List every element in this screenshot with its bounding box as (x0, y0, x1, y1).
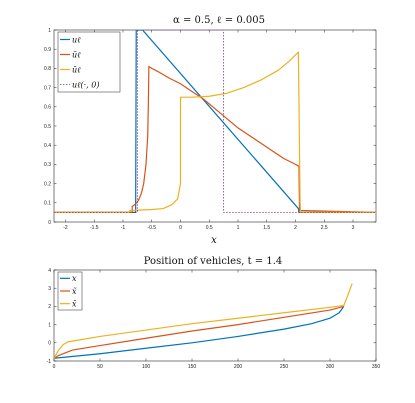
y-tick-label: 1 (48, 322, 51, 328)
chart-bottom-title: Position of vehicles, t = 1.4 (144, 256, 283, 267)
x-tick-label: 1 (237, 225, 240, 231)
x-tick-label: 2.5 (321, 225, 328, 231)
y-tick-label: 0 (48, 220, 51, 226)
y-tick-label: 0.4 (44, 143, 51, 149)
chart-top-xlabel: x (211, 235, 217, 246)
x-tick-label: 2 (294, 225, 297, 231)
x-tick-label: 100 (142, 364, 151, 370)
legend-box (57, 31, 121, 93)
x-tick-label: -2 (63, 225, 68, 231)
x-tick-label: 300 (326, 364, 335, 370)
legend-label: x̃ (72, 287, 77, 296)
y-tick-label: 0.9 (44, 47, 51, 53)
y-tick-label: 0.6 (44, 105, 51, 111)
y-tick-label: 0.2 (44, 181, 51, 187)
x-tick-label: 3 (352, 225, 355, 231)
x-tick-label: 0.5 (206, 225, 213, 231)
series-line-2 (54, 283, 353, 359)
y-tick-label: 2 (48, 304, 51, 310)
y-tick-label: 1 (48, 28, 51, 34)
y-tick-label: 3 (48, 286, 51, 292)
series-group (54, 30, 376, 213)
chart-top-plot: -2 -1.5 -1 -0.5 0 0.5 1 1.5 2 2.5 3 0 0.1 0.2 0.3 0.4 0.… (44, 28, 377, 231)
x-tick-label: 50 (97, 364, 103, 370)
series-line-3 (54, 30, 376, 213)
chart-top: α = 0.5, ℓ = 0.005 -2 -1.5 -1 -0.5 0 0.5 1 1.5 2… (44, 15, 377, 246)
series-group (54, 283, 353, 359)
y-tick-label: 0.8 (44, 66, 51, 72)
x-tick-label: -0.5 (147, 225, 156, 231)
x-tick-label: 1.5 (263, 225, 270, 231)
x-tick-label: 0 (179, 225, 182, 231)
legend-label: ūℓ (72, 65, 81, 74)
x-tick-label: 150 (188, 364, 197, 370)
y-tick-label: 0.7 (44, 85, 51, 91)
plot-frame (53, 269, 377, 362)
legend-label: x (72, 274, 77, 283)
y-tick-label: 0.1 (44, 201, 51, 207)
y-tick-label: -1 (47, 359, 52, 365)
x-tick-label: -1.5 (90, 225, 99, 231)
legend-label: uℓ (72, 35, 81, 44)
chart-bottom: Position of vehicles, t = 1.4 0 50 100 150 2… (47, 256, 381, 370)
legend-label: x̄ (72, 299, 77, 308)
series-line-0 (54, 306, 345, 359)
x-tick-label: 200 (234, 364, 243, 370)
y-tick-label: 0.5 (44, 124, 51, 130)
y-tick-label: 0.3 (44, 162, 51, 168)
legend-label: ũℓ (72, 50, 81, 59)
x-tick-label: 250 (280, 364, 289, 370)
x-tick-label: 350 (372, 364, 381, 370)
legend-label: uℓ(·, 0) (72, 80, 99, 89)
y-tick-label: 4 (48, 268, 51, 274)
chart-top-title: α = 0.5, ℓ = 0.005 (173, 15, 265, 26)
x-tick-label: 0 (53, 364, 56, 370)
series-line-1 (54, 65, 376, 213)
x-tick-label: -1 (121, 225, 126, 231)
series-line-2 (54, 51, 376, 213)
series-line-1 (54, 305, 344, 359)
y-tick-label: 0 (48, 341, 51, 347)
